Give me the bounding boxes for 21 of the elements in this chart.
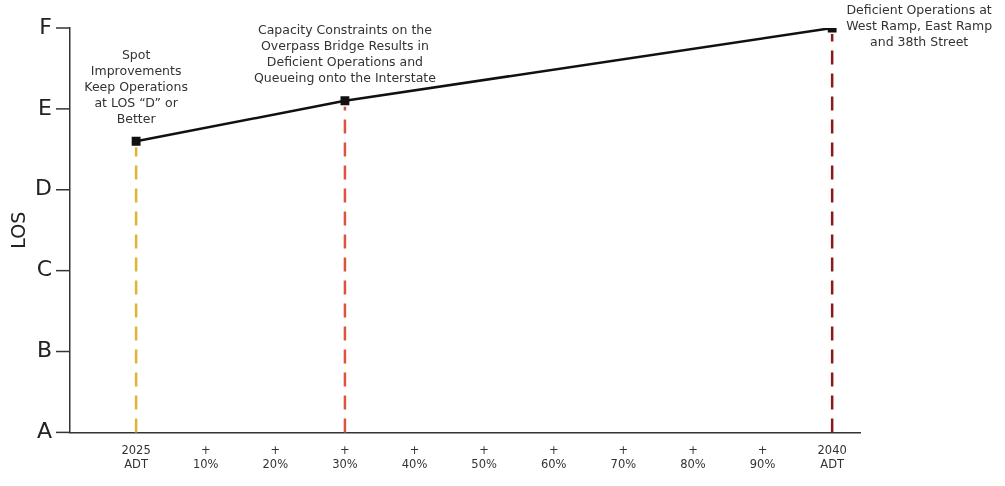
text: D	[35, 175, 52, 201]
x-tick-label: + 60%	[540, 443, 567, 472]
text: C	[36, 256, 52, 282]
x-tick-label: + 30%	[332, 443, 358, 472]
x-tick-label: + 40%	[401, 443, 428, 472]
x-tick-label: + 80%	[680, 443, 706, 472]
x-tick-label: + 10%	[192, 443, 219, 472]
x-tick-label: 2025 ADT	[121, 443, 151, 472]
x-tick-label: + 70%	[610, 443, 637, 472]
x-tick-label: 2040 ADT	[817, 443, 847, 472]
x-tick-label: + 90%	[749, 443, 776, 472]
annotation: Spot Improvements Keep Operations at LOS “D” or Better	[84, 46, 188, 126]
x-tick-label: + 50%	[471, 443, 497, 472]
x-tick-label: + 20%	[262, 443, 289, 472]
y-axis-title: LOS	[6, 211, 29, 249]
text: B	[36, 337, 52, 363]
text: A	[36, 418, 52, 444]
text: E	[38, 94, 52, 120]
text: F	[39, 13, 52, 39]
annotation: Capacity Constraints on the Overpass Bridge Results in Deficient Operations and Queueing onto the Interstate	[253, 22, 437, 86]
annotation: Deficient Operations at West Ramp, East Ramp and 38th Street	[846, 1, 993, 49]
